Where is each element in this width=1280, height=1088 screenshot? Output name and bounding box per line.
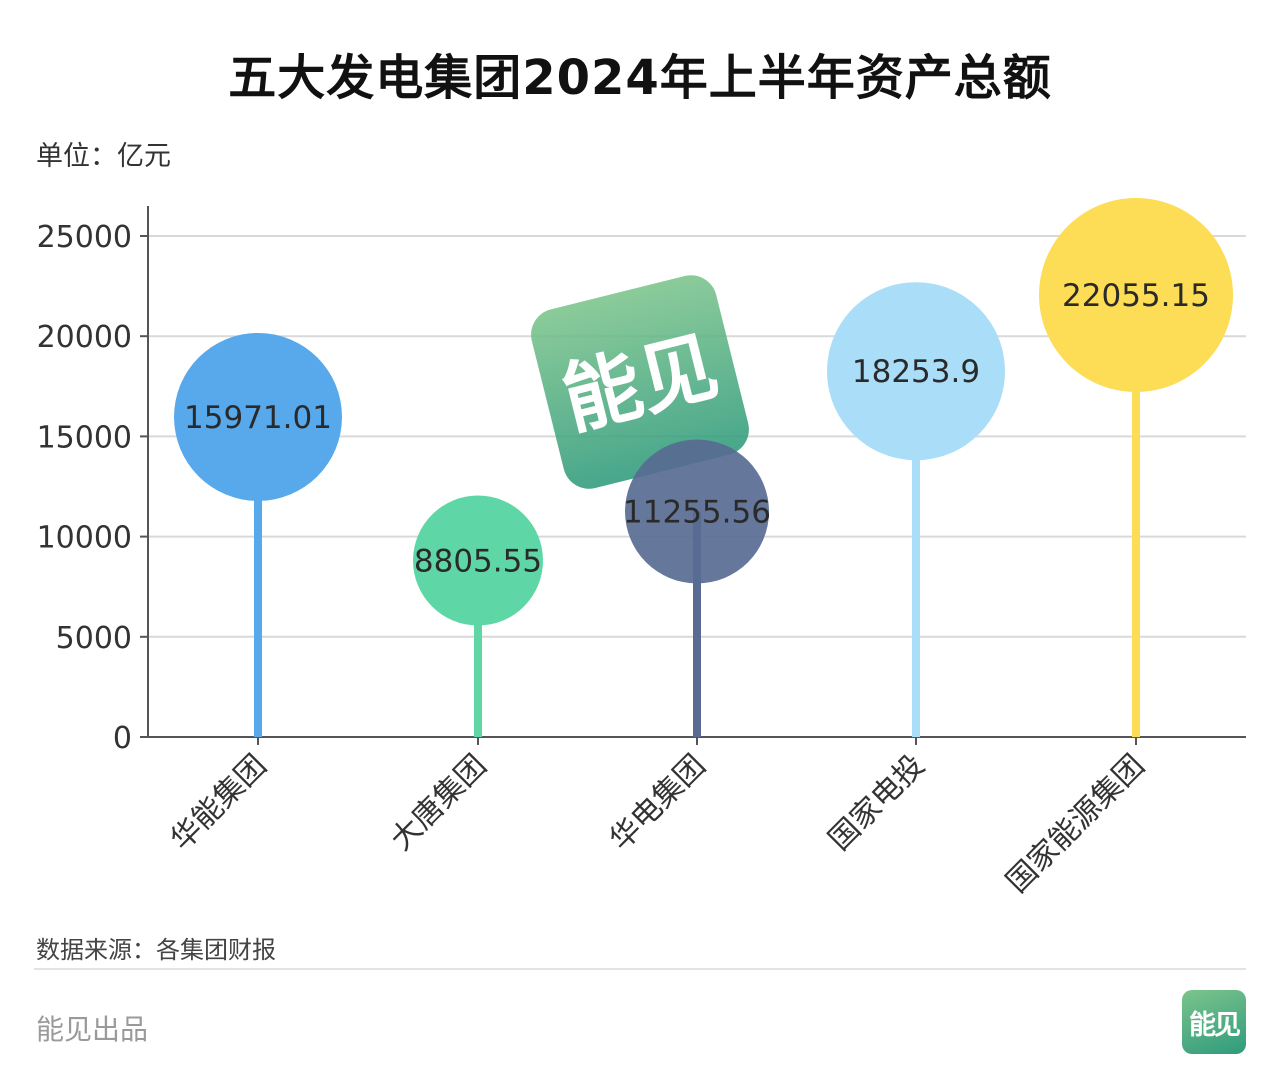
y-tick-label: 5000 [56,621,132,656]
source-note: 数据来源：各集团财报 [36,936,276,964]
chart-title: 五大发电集团2024年上半年资产总额 [228,50,1052,106]
lollipop-chart: 0 5000 10000 15000 20000 25000 华能集团 大唐集团 华电集团 国家电… [37,198,1246,900]
watermark-logo: 能见 [531,275,749,489]
lollipop-bubble [625,439,769,584]
x-tick-label: 大唐集团 [384,748,494,858]
data-label: 8805.55 [414,544,542,580]
footer-divider [34,968,1246,970]
lollipop-bubble [1039,198,1233,393]
y-tick-label: 0 [113,721,132,756]
lollipop-bubble [413,495,543,626]
x-tick-label: 国家能源集团 [1000,748,1152,900]
y-tick-label: 20000 [37,320,132,355]
y-tick-label: 15000 [37,420,132,455]
producer-label: 能见出品 [36,1013,149,1046]
data-label: 15971.01 [184,400,332,436]
lollipop-bubble [174,332,342,501]
brand-logo-icon: 能见 [1182,990,1246,1054]
lollipop-bubble [827,282,1005,461]
x-tick-label: 国家电投 [822,748,932,858]
data-label: 11255.56 [623,494,771,530]
x-tick-label: 华电集团 [603,748,713,858]
watermark-badge [531,275,749,489]
data-label: 18253.9 [852,354,980,390]
y-tick-label: 25000 [37,220,132,255]
data-label: 22055.15 [1062,278,1210,314]
x-tick-label: 华能集团 [164,748,274,858]
y-tick-label: 10000 [37,521,132,556]
unit-label: 单位：亿元 [36,141,171,172]
